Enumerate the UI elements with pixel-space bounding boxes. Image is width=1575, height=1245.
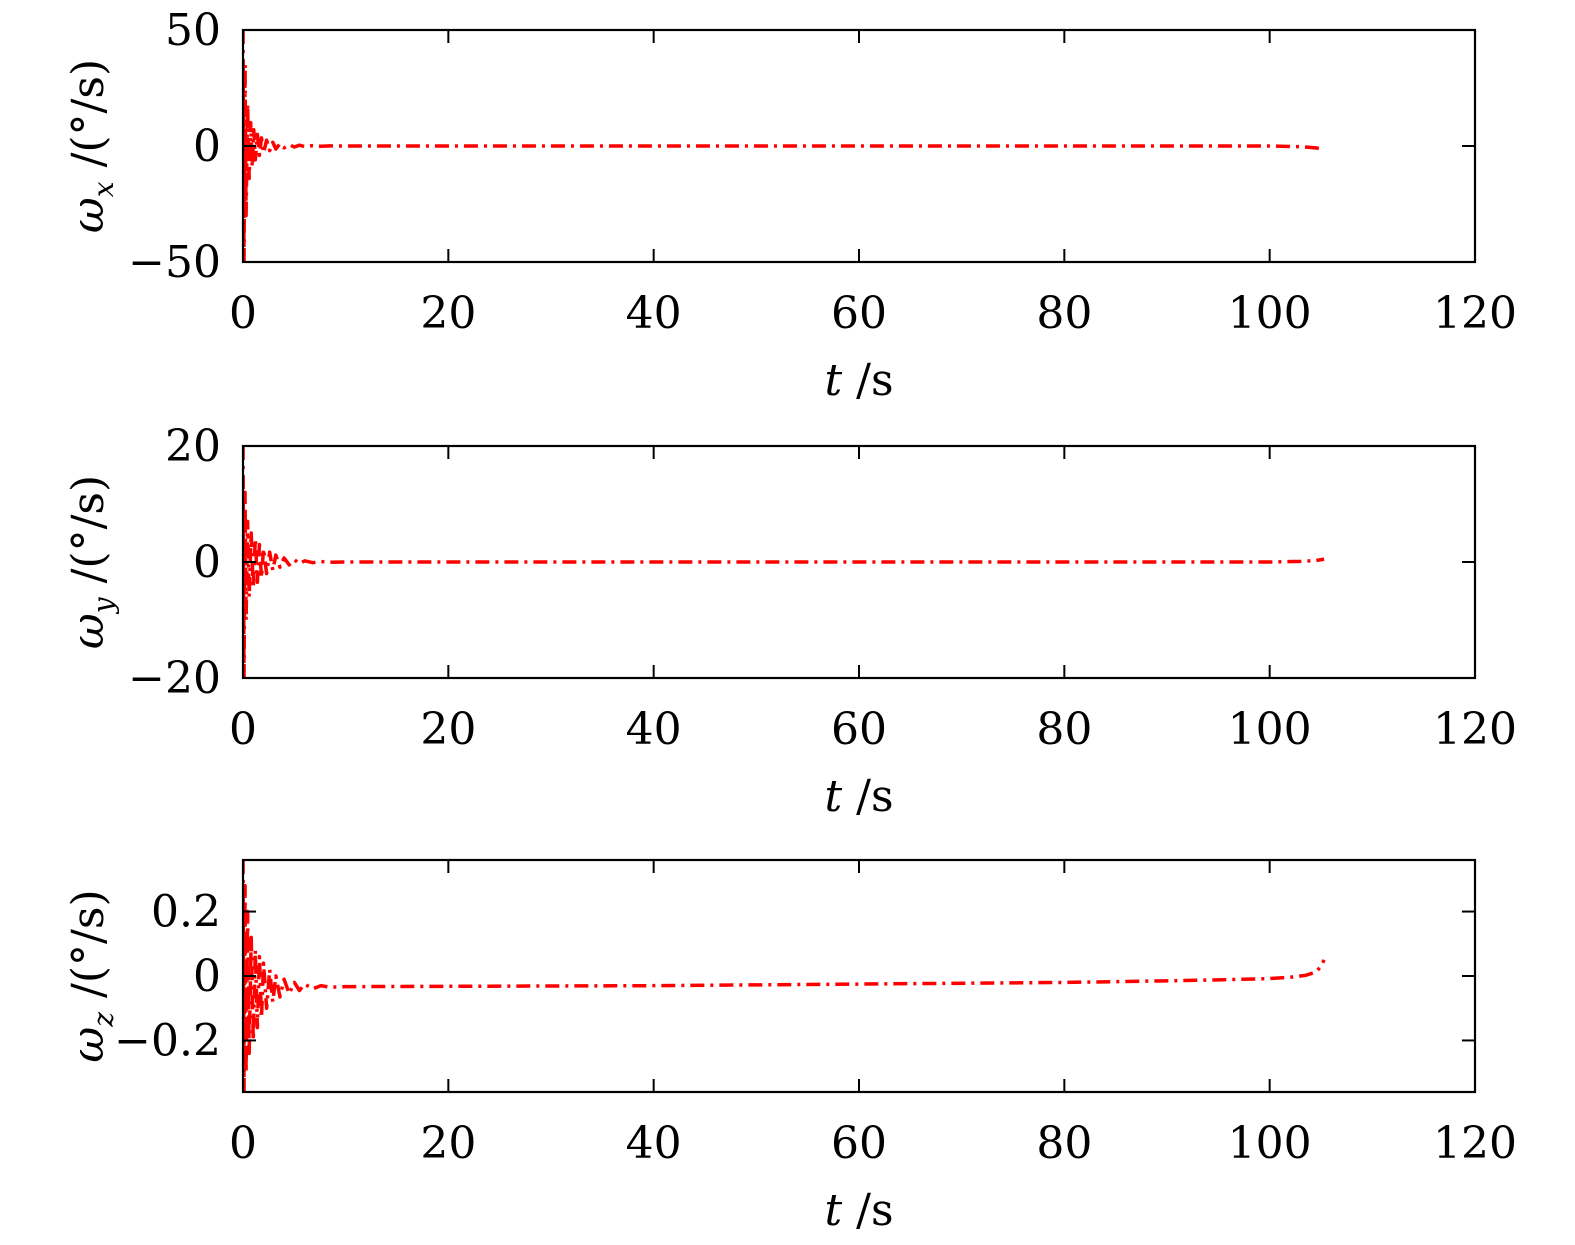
x-tick-label: 0 [229, 1118, 257, 1169]
y-axis-subscript: z [87, 1012, 120, 1028]
x-tick-label: 80 [1036, 704, 1092, 755]
x-axis-unit: /s [842, 355, 893, 406]
y-axis-label: ωz /(°/s) [63, 889, 120, 1062]
x-axis-var: t [824, 771, 842, 822]
series-line-1 [243, 445, 1325, 679]
x-tick-label: 40 [626, 288, 682, 339]
y-tick-label: −0.2 [114, 1015, 221, 1066]
y-tick-label: −50 [128, 237, 221, 288]
x-tick-label: 120 [1433, 704, 1517, 755]
x-axis-label: t /s [824, 771, 893, 822]
y-axis-label: ωx /(°/s) [63, 59, 120, 233]
x-tick-label: 20 [420, 704, 476, 755]
y-axis-subscript: x [87, 181, 120, 197]
x-tick-label: 0 [229, 704, 257, 755]
x-tick-label: 100 [1228, 288, 1312, 339]
x-tick-label: 100 [1228, 704, 1312, 755]
x-tick-label: 120 [1433, 1118, 1517, 1169]
panel-3: 0 20 40 60 80 100 120 −0.2 0 0.2 t /s ωz /(°/s) [63, 858, 1517, 1236]
x-axis-unit: /s [842, 1185, 893, 1236]
y-tick-label: 50 [165, 5, 221, 56]
series-line-1 [243, 859, 1326, 1093]
x-tick-label: 0 [229, 288, 257, 339]
y-tick-label: 0 [193, 537, 221, 588]
y-tick-label: 0 [193, 951, 221, 1002]
x-tick-label: 80 [1036, 1118, 1092, 1169]
x-tick-label: 40 [626, 704, 682, 755]
y-axis-subscript: y [87, 596, 120, 615]
x-tick-label: 40 [626, 1118, 682, 1169]
x-axis-var: t [824, 1185, 842, 1236]
x-tick-label: 20 [420, 288, 476, 339]
x-tick-label: 120 [1433, 288, 1517, 339]
x-tick-label: 60 [831, 288, 887, 339]
y-axis-symbol: ω [63, 197, 114, 233]
y-axis-symbol: ω [63, 1027, 114, 1063]
x-axis-label: t /s [824, 1185, 893, 1236]
series-line-1 [243, 29, 1325, 263]
x-tick-label: 60 [831, 1118, 887, 1169]
x-tick-label: 60 [831, 704, 887, 755]
y-tick-label: −20 [128, 653, 221, 704]
y-axis-label: ωy /(°/s) [63, 475, 120, 649]
x-axis-label: t /s [824, 355, 893, 406]
y-tick-label: 0 [193, 121, 221, 172]
x-tick-label: 20 [420, 1118, 476, 1169]
y-axis-symbol: ω [63, 613, 114, 649]
y-axis-unit: /(°/s) [63, 59, 114, 182]
x-tick-label: 100 [1228, 1118, 1312, 1169]
x-axis-unit: /s [842, 771, 893, 822]
x-tick-label: 80 [1036, 288, 1092, 339]
y-axis-unit: /(°/s) [63, 475, 114, 598]
y-tick-label: 20 [165, 421, 221, 472]
y-axis-unit: /(°/s) [63, 889, 114, 1012]
y-tick-label: 0.2 [151, 887, 221, 938]
x-axis-var: t [824, 355, 842, 406]
